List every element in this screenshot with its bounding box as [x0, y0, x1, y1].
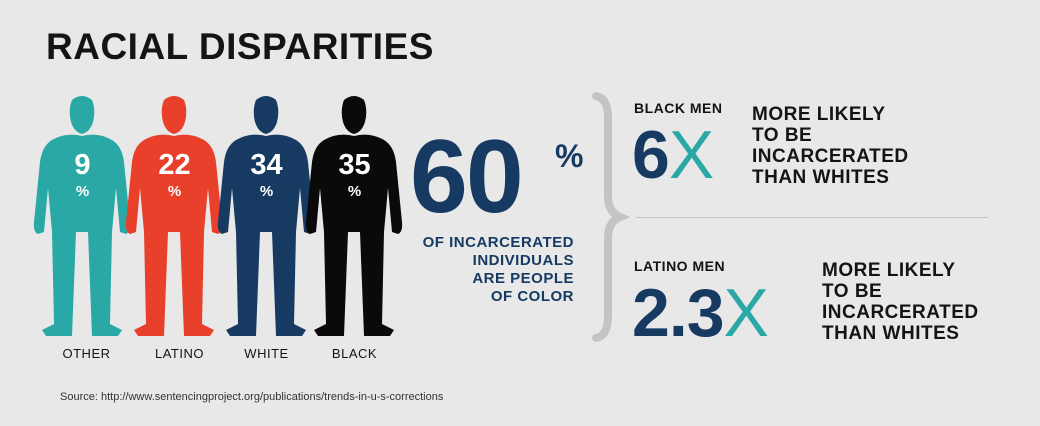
stats-divider [636, 217, 988, 218]
stat-multiplier-black-men: 6X [632, 117, 714, 193]
category-label-white: WHITE [244, 346, 289, 361]
person-silhouette-icon [305, 96, 403, 336]
figure-percent: % [259, 183, 274, 200]
headline-unit: % [555, 138, 584, 174]
figure-value: 35 [338, 149, 371, 181]
stat-multiplier-latino-men: 2.3X [632, 275, 769, 351]
stat-line: MORE LIKELY [752, 104, 886, 125]
figure-value: 22 [158, 149, 191, 181]
person-silhouette-icon [33, 96, 131, 336]
stat-x: X [668, 117, 714, 193]
caption-line: OF COLOR [490, 288, 574, 305]
category-label-black: BLACK [331, 346, 378, 361]
figure-chart: 9 % 22 % 34 % 35 % [30, 92, 410, 337]
figure-value: 9 [74, 149, 91, 181]
stat-text-black-men: MORE LIKELY TO BE INCARCERATED THAN WHIT… [752, 104, 909, 188]
caption-line: OF INCARCERATED [422, 234, 574, 251]
stat-line: INCARCERATED [752, 146, 909, 167]
headline-value: 60 [410, 119, 524, 235]
stat-line: INCARCERATED [822, 302, 979, 323]
headline-caption: OF INCARCERATED INDIVIDUALS ARE PEOPLE O… [392, 234, 574, 306]
stat-x: X [723, 275, 769, 351]
stat-line: TO BE [752, 125, 813, 146]
stat-line: THAN WHITES [822, 323, 960, 344]
figure-black: 35 % [302, 92, 407, 337]
stat-group-latino-men: LATINO MEN [634, 258, 726, 274]
figure-white: 34 % [214, 92, 319, 337]
stat-number: 2.3 [632, 275, 725, 351]
brace-divider [592, 92, 630, 342]
person-silhouette-icon [125, 96, 223, 336]
stat-line: TO BE [822, 281, 883, 302]
figure-other: 9 % [30, 92, 135, 337]
category-label-latino: LATINO [155, 346, 204, 361]
page-title: RACIAL DISPARITIES [46, 26, 434, 67]
stat-text-latino-men: MORE LIKELY TO BE INCARCERATED THAN WHIT… [822, 260, 979, 344]
stat-line: THAN WHITES [752, 167, 890, 188]
stat-line: MORE LIKELY [822, 260, 956, 281]
caption-line: ARE PEOPLE [472, 270, 574, 287]
figure-percent: % [75, 183, 90, 200]
figure-value: 34 [250, 149, 283, 181]
stat-group-black-men: BLACK MEN [634, 100, 723, 116]
person-silhouette-icon [217, 96, 315, 336]
category-label-other: OTHER [62, 346, 111, 361]
figure-percent: % [347, 183, 362, 200]
stat-number: 6 [632, 117, 670, 193]
source-note: Source: http://www.sentencingproject.org… [60, 391, 444, 403]
figure-latino: 22 % [122, 92, 227, 337]
caption-line: INDIVIDUALS [472, 252, 574, 269]
figure-percent: % [167, 183, 182, 200]
